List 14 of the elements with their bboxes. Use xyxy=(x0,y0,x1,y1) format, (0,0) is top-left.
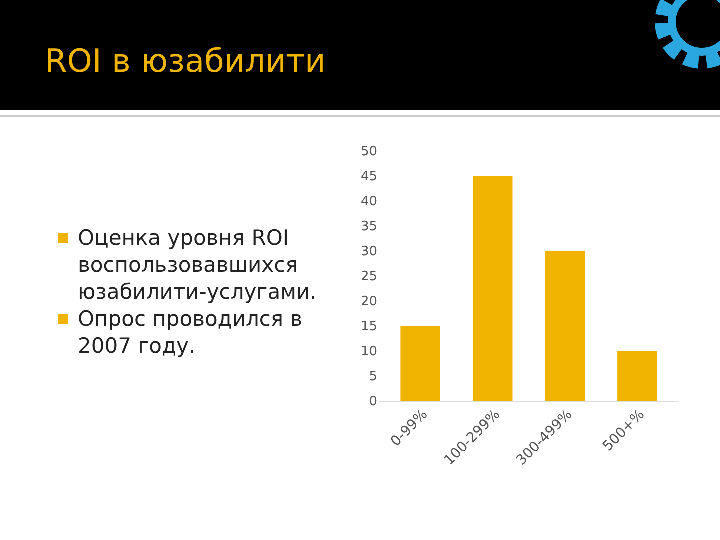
y-tick-label: 10 xyxy=(360,344,378,360)
y-tick-label: 30 xyxy=(360,244,378,260)
y-tick-label: 20 xyxy=(360,294,378,310)
y-tick-label: 45 xyxy=(360,170,378,184)
y-tick-label: 0 xyxy=(369,394,378,410)
text: Оценка уровня ROI воспользовавшихся юзабилити-услугами. xyxy=(62,225,352,306)
text: Опрос проводился в 2007 году. xyxy=(62,306,352,360)
y-tick-label: 35 xyxy=(360,220,378,234)
y-tick-label: 50 xyxy=(360,144,378,160)
y-tick-label: 25 xyxy=(360,270,378,284)
y-tick-label: 5 xyxy=(369,370,378,384)
y-tick-label: 40 xyxy=(360,194,378,210)
y-tick-label: 15 xyxy=(360,320,378,334)
chart-title: ROI в юзабилити xyxy=(45,42,326,80)
